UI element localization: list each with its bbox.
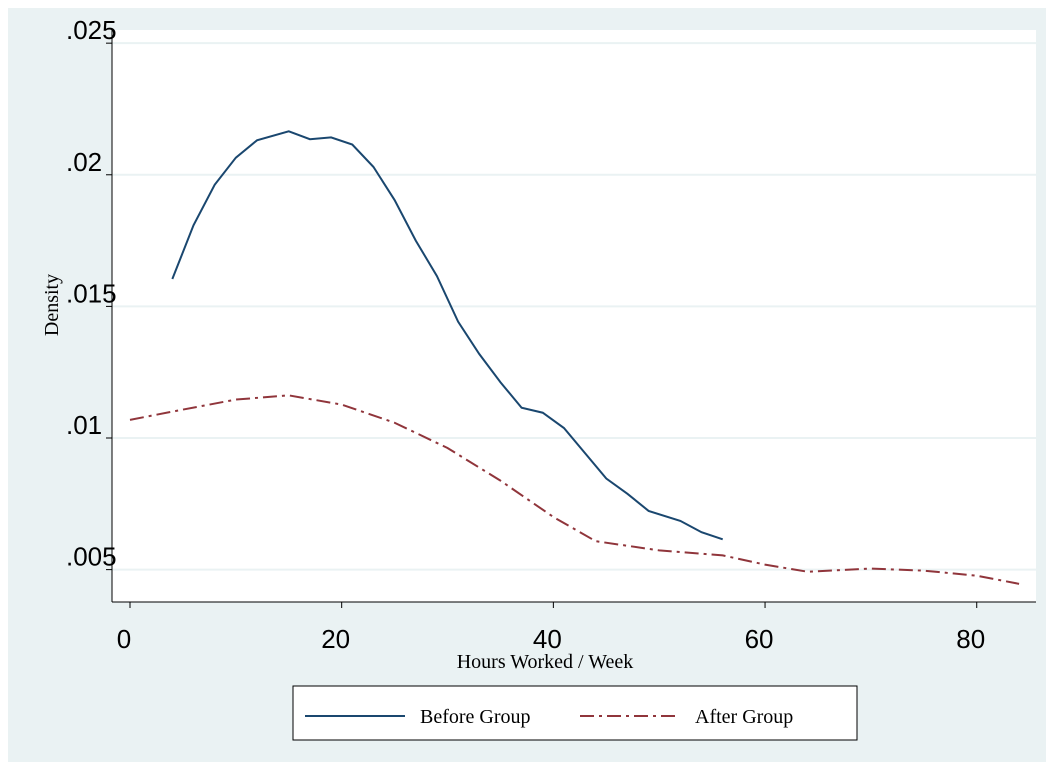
legend-label: After Group — [695, 706, 793, 728]
legend — [292, 685, 858, 741]
x-tick-label: 60 — [745, 624, 774, 654]
x-tick-label: 20 — [321, 624, 350, 654]
y-tick-label: .02 — [66, 147, 102, 177]
x-axis-label: Hours Worked / Week — [457, 651, 634, 673]
y-tick-label: .01 — [66, 410, 102, 440]
y-tick-label: .015 — [66, 278, 117, 308]
plot-area — [112, 30, 1036, 602]
legend-label: Before Group — [420, 706, 531, 728]
x-tick-label: 40 — [533, 624, 562, 654]
y-tick-label: .025 — [66, 15, 117, 45]
x-tick-label: 80 — [956, 624, 985, 654]
x-tick-label: 0 — [117, 624, 131, 654]
y-axis-label: Density — [41, 274, 63, 336]
series-line — [171, 130, 724, 541]
y-tick-label: .005 — [66, 542, 117, 572]
series-line — [129, 394, 1020, 585]
